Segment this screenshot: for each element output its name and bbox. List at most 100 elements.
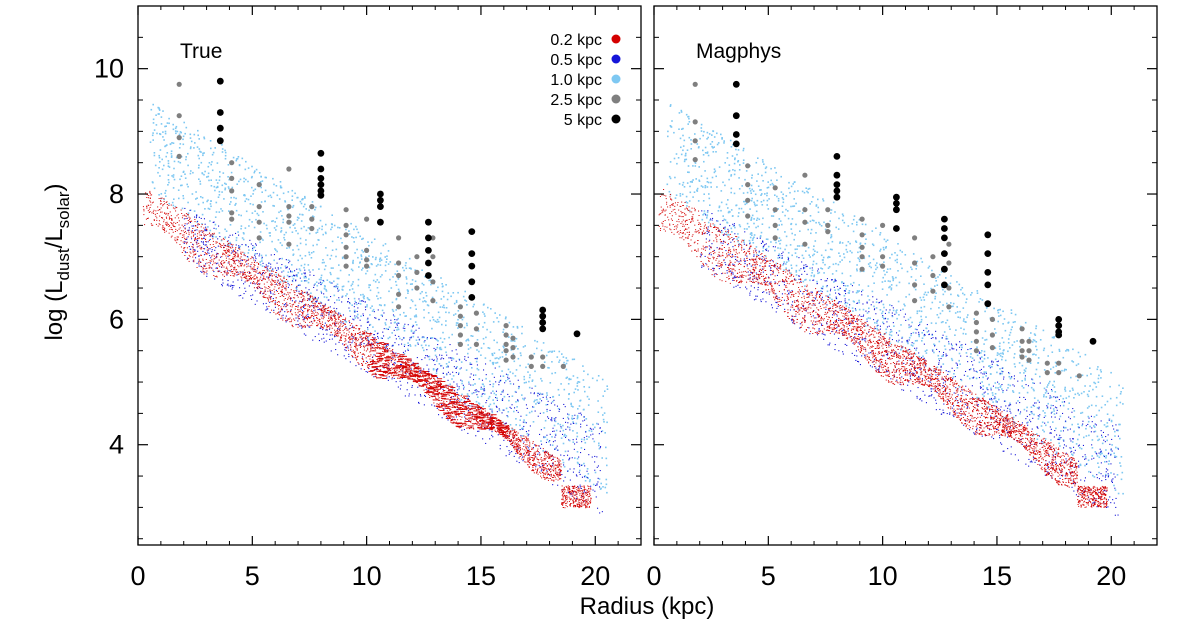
point-1kpc	[331, 223, 333, 226]
point-0.2kpc	[359, 347, 361, 348]
point-0.2kpc	[467, 407, 469, 408]
point-0.2kpc	[198, 258, 200, 260]
point-1kpc	[259, 241, 261, 244]
point-0.5kpc	[565, 436, 567, 438]
point-0.2kpc	[222, 254, 224, 256]
point-0.2kpc	[304, 326, 306, 328]
point-1kpc	[459, 368, 461, 370]
point-1kpc	[160, 193, 163, 195]
point-0.2kpc	[492, 416, 494, 418]
point-0.2kpc	[508, 427, 510, 429]
point-1kpc	[427, 312, 430, 314]
point-0.2kpc	[415, 370, 417, 372]
point-0.5kpc	[197, 220, 199, 222]
point-0.2kpc	[465, 421, 467, 423]
point-1kpc	[358, 266, 360, 268]
point-0.2kpc	[584, 504, 586, 506]
point-0.2kpc	[143, 208, 145, 210]
point-0.2kpc	[562, 490, 564, 492]
point-0.2kpc	[253, 282, 255, 284]
point-0.2kpc	[568, 501, 570, 502]
point-0.5kpc	[254, 303, 256, 305]
point-1kpc	[341, 242, 343, 244]
point-1kpc	[441, 306, 444, 308]
point-0.5kpc	[463, 388, 465, 390]
point-0.5kpc	[436, 356, 438, 358]
point-0.2kpc	[391, 367, 393, 369]
point-0.5kpc	[433, 347, 435, 349]
point-0.2kpc	[444, 402, 446, 404]
point-0.5kpc	[509, 452, 511, 454]
point-0.5kpc	[342, 322, 344, 324]
point-0.2kpc	[200, 234, 202, 236]
point-0.2kpc	[529, 443, 531, 445]
point-0.5kpc	[304, 280, 306, 282]
point-0.5kpc	[527, 435, 529, 437]
point-0.5kpc	[453, 381, 455, 383]
point-0.2kpc	[365, 357, 367, 359]
point-0.5kpc	[329, 306, 331, 308]
point-0.2kpc	[324, 314, 326, 316]
point-1kpc	[442, 304, 445, 307]
point-0.5kpc	[586, 424, 588, 426]
point-0.5kpc	[307, 313, 309, 315]
point-1kpc	[598, 442, 600, 445]
point-0.2kpc	[481, 410, 483, 412]
point-0.2kpc	[397, 361, 403, 363]
point-0.2kpc	[311, 309, 313, 311]
point-0.5kpc	[279, 282, 281, 284]
point-0.2kpc	[228, 249, 230, 251]
point-0.5kpc	[394, 334, 396, 336]
point-0.2kpc	[590, 499, 592, 501]
point-0.5kpc	[370, 332, 372, 334]
point-0.5kpc	[368, 340, 370, 342]
point-0.2kpc	[523, 456, 525, 457]
point-0.2kpc	[250, 274, 252, 276]
point-0.2kpc	[553, 479, 555, 481]
point-1kpc	[351, 283, 354, 285]
point-0.5kpc	[525, 431, 527, 433]
point-0.2kpc	[246, 275, 248, 277]
point-0.5kpc	[529, 425, 531, 427]
point-0.2kpc	[203, 271, 205, 273]
point-1kpc	[323, 261, 325, 264]
point-0.2kpc	[225, 250, 227, 252]
point-0.5kpc	[567, 426, 569, 428]
point-1kpc	[461, 393, 463, 396]
point-0.2kpc	[143, 210, 145, 212]
point-1kpc	[271, 269, 274, 271]
point-1kpc	[425, 300, 427, 303]
point-0.2kpc	[262, 278, 264, 280]
point-0.2kpc	[289, 317, 291, 319]
point-1kpc	[384, 270, 387, 272]
point-1kpc	[203, 152, 205, 154]
point-0.2kpc	[204, 234, 206, 236]
point-0.2kpc	[569, 490, 571, 492]
point-1kpc	[245, 178, 247, 181]
point-1kpc	[231, 186, 234, 189]
point-0.2kpc	[142, 206, 144, 208]
point-0.2kpc	[305, 314, 307, 316]
point-1kpc	[261, 260, 263, 262]
point-0.5kpc	[549, 409, 551, 411]
point-0.2kpc	[361, 341, 363, 343]
point-1kpc	[410, 299, 413, 301]
point-1kpc	[436, 346, 438, 349]
point-0.2kpc	[548, 469, 550, 471]
point-0.2kpc	[445, 413, 447, 415]
point-0.5kpc	[264, 266, 266, 268]
y-tick-label: 6	[109, 304, 124, 334]
point-0.2kpc	[415, 381, 417, 383]
point-0.2kpc	[404, 372, 406, 374]
point-0.2kpc	[202, 259, 204, 261]
point-0.2kpc	[456, 426, 462, 428]
point-0.2kpc	[539, 454, 541, 456]
point-0.5kpc	[301, 301, 303, 303]
point-0.2kpc	[434, 385, 440, 387]
point-1kpc	[308, 232, 311, 235]
point-0.2kpc	[547, 456, 549, 458]
point-0.2kpc	[443, 398, 449, 400]
point-0.2kpc	[358, 328, 360, 329]
point-0.2kpc	[380, 354, 382, 355]
point-1kpc	[349, 302, 351, 305]
